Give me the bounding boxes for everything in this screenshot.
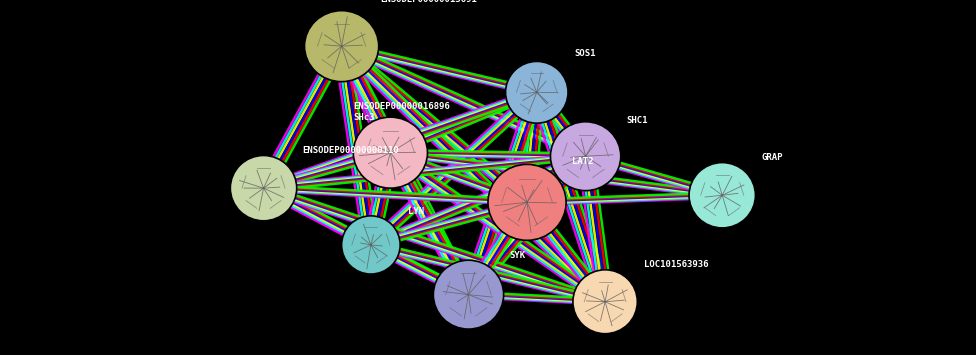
Ellipse shape	[433, 260, 504, 329]
Ellipse shape	[689, 163, 755, 228]
Text: SOS1: SOS1	[574, 49, 595, 58]
Text: ENSODEP00000000110: ENSODEP00000000110	[303, 146, 399, 155]
Text: ENSODEP00000013691: ENSODEP00000013691	[381, 0, 477, 5]
Text: LAT2: LAT2	[572, 157, 593, 166]
Text: SHC1: SHC1	[627, 116, 648, 125]
Ellipse shape	[550, 122, 621, 191]
Ellipse shape	[342, 216, 400, 274]
Ellipse shape	[488, 164, 566, 240]
Text: LYN: LYN	[408, 207, 425, 216]
Ellipse shape	[353, 117, 427, 188]
Text: ENSODEP00000016896
SHc3: ENSODEP00000016896 SHc3	[353, 102, 450, 121]
Text: SYK: SYK	[509, 251, 526, 260]
Ellipse shape	[305, 11, 379, 82]
Ellipse shape	[230, 155, 297, 221]
Text: LOC101563936: LOC101563936	[644, 260, 709, 269]
Ellipse shape	[573, 270, 637, 334]
Ellipse shape	[506, 61, 568, 123]
Text: GRAP: GRAP	[761, 153, 783, 163]
